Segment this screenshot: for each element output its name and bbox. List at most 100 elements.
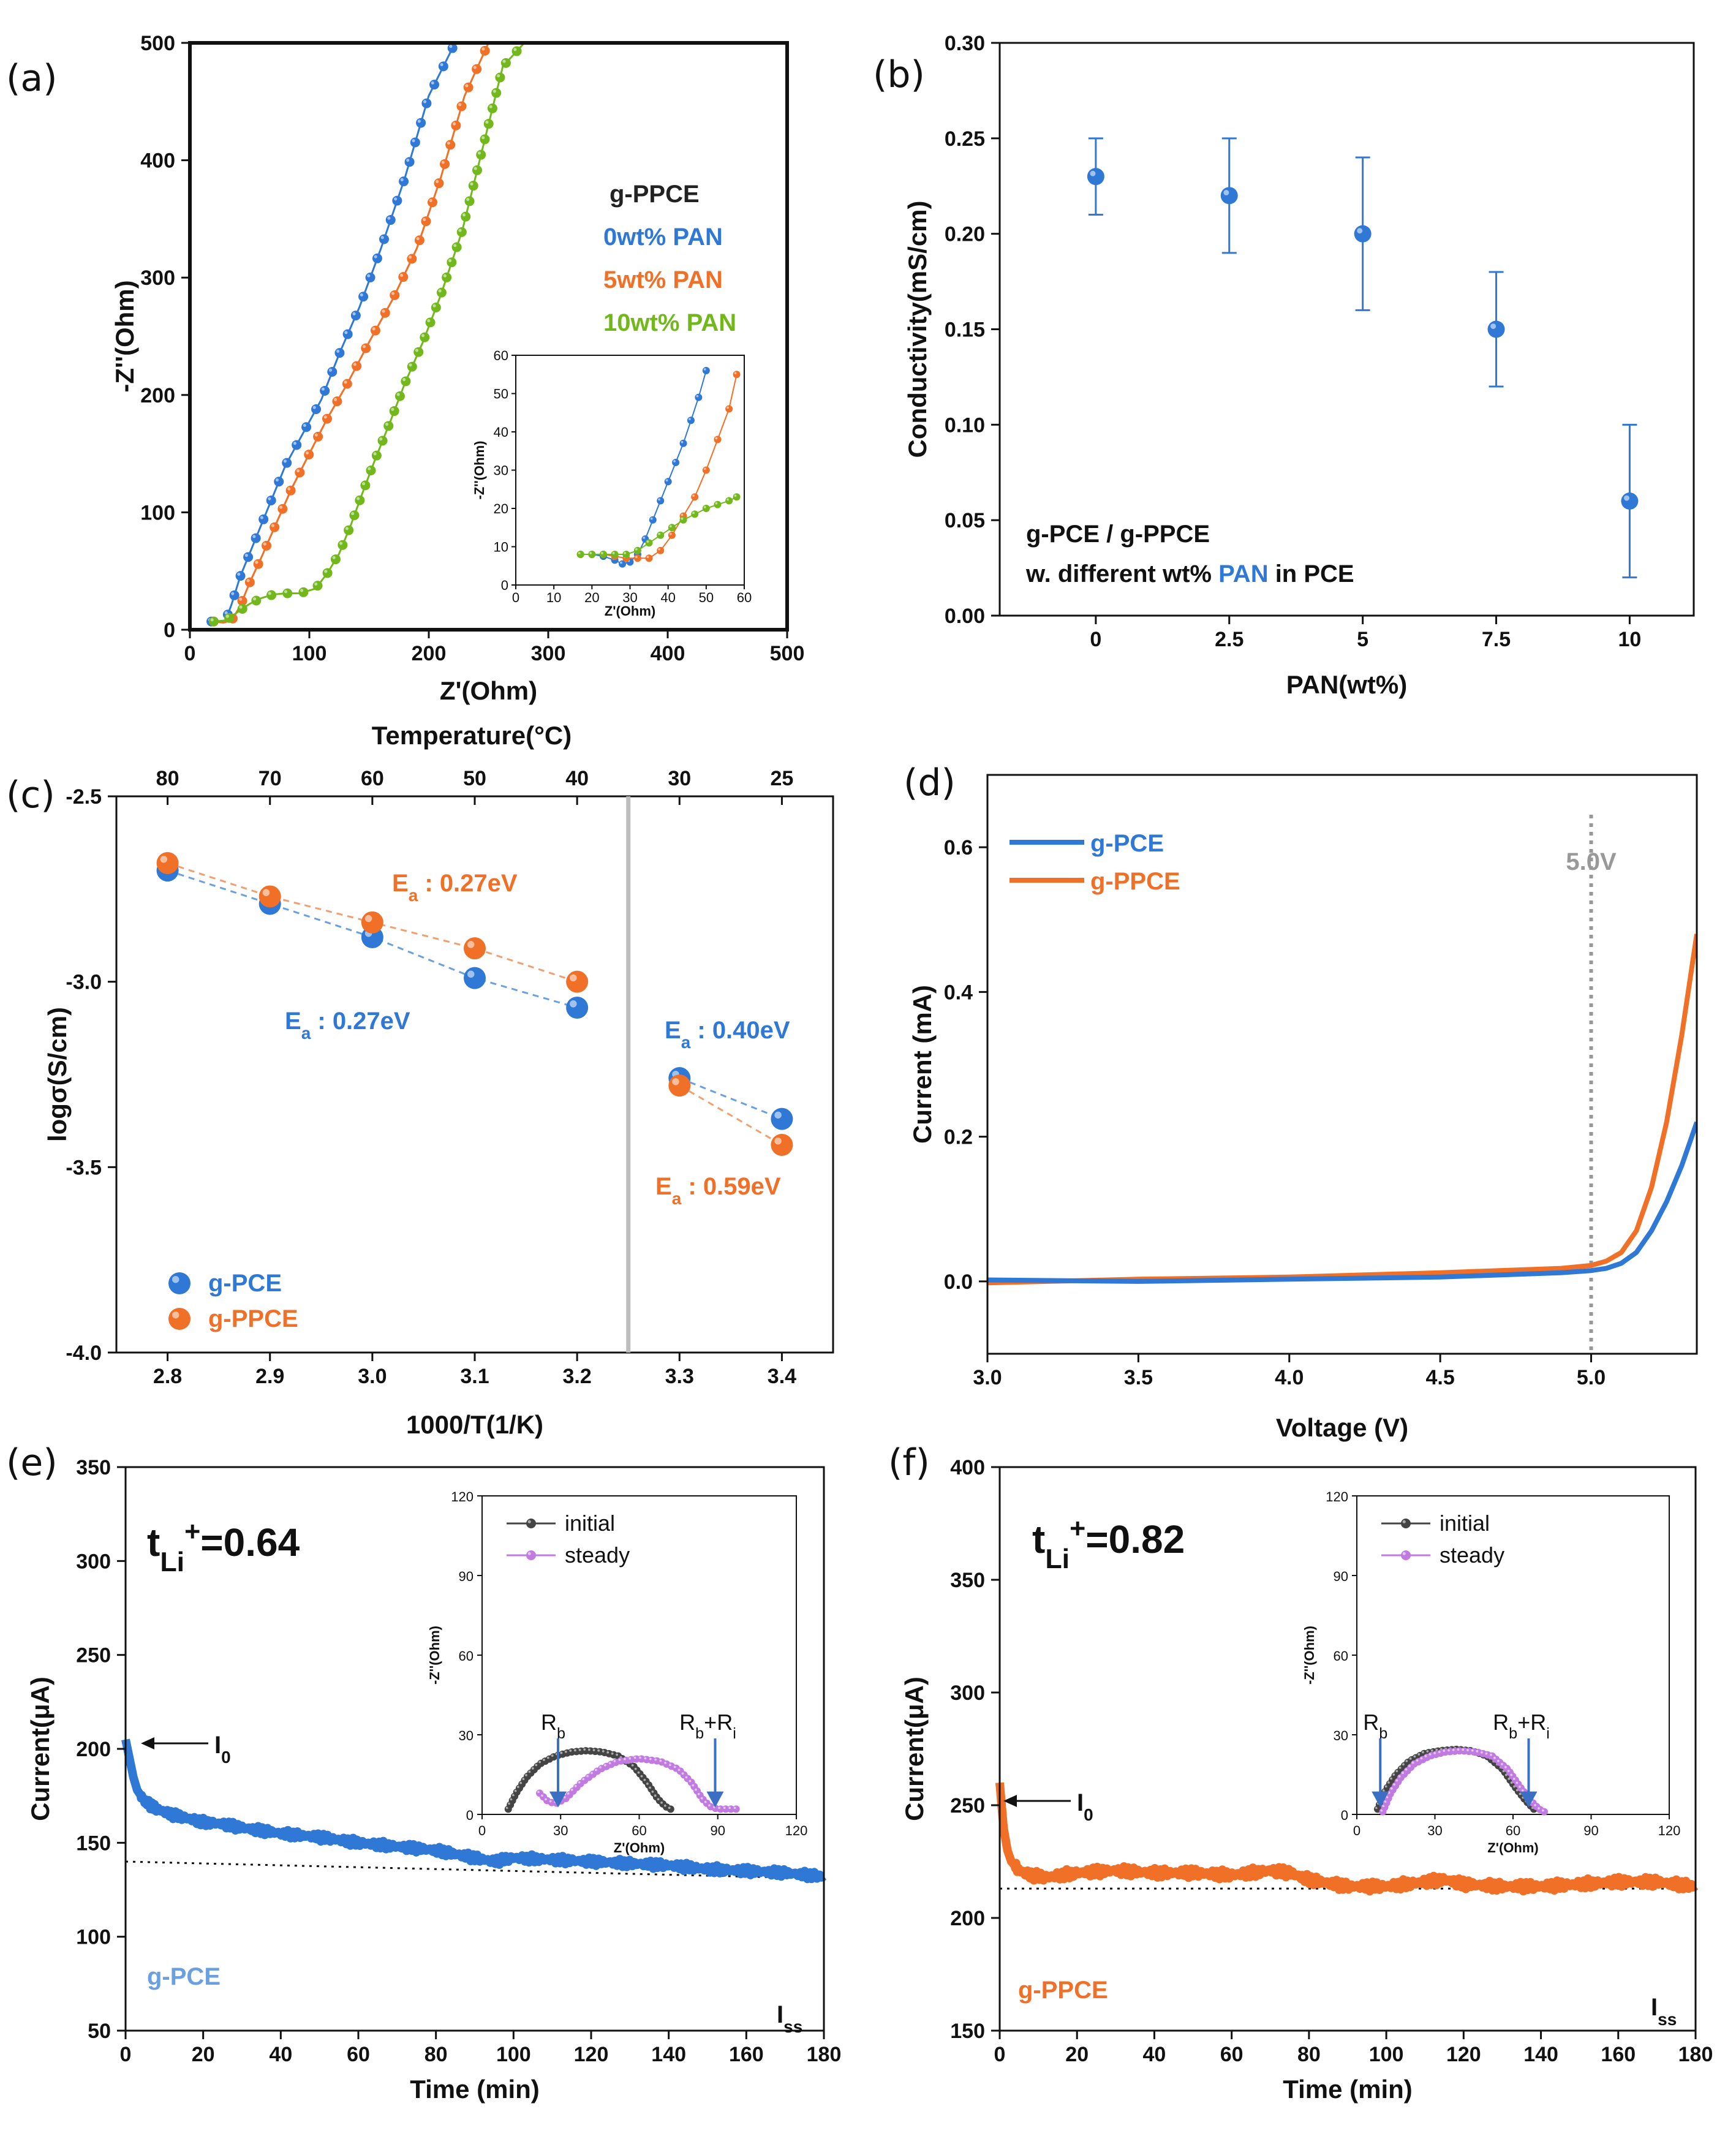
- top-axis-tick-label: 60: [361, 767, 384, 790]
- inset-point-steady-shine: [578, 1781, 581, 1784]
- x-axis-d-tick-label: 3.5: [1124, 1366, 1153, 1389]
- inset-point-5wt% PAN: [733, 371, 741, 379]
- data-point-10wt% PAN: [322, 568, 333, 578]
- data-point-5wt% PAN-shine: [499, 11, 502, 14]
- inset-point-10wt% PAN: [588, 551, 596, 558]
- data-point-5wt% PAN: [304, 450, 314, 460]
- inset-x-title: Z'(Ohm): [1487, 1840, 1538, 1855]
- x-axis-title-d: Voltage (V): [1276, 1413, 1408, 1442]
- Rb-label-part: R: [1363, 1710, 1379, 1735]
- legend-item-a: 5wt% PAN: [603, 266, 723, 293]
- data-point-5wt% PAN: [244, 577, 255, 587]
- data-point-10wt% PAN: [456, 227, 467, 237]
- data-point-10wt% PAN: [401, 376, 411, 387]
- activation-energy-label: Ea : 0.40eV: [665, 1017, 790, 1052]
- data-point-10wt% PAN: [394, 391, 405, 401]
- inset-point-steady-shine: [1438, 1751, 1441, 1753]
- data-point-10wt% PAN-shine: [345, 527, 349, 530]
- y-axis-a-tick-label: 500: [140, 32, 175, 55]
- data-point-5wt% PAN: [407, 254, 417, 264]
- inset-x-tick-label: 0: [478, 1823, 486, 1838]
- data-point-10wt% PAN: [442, 272, 452, 282]
- inset-y-tick-label: 30: [459, 1728, 474, 1743]
- inset-point-steady: [732, 1805, 740, 1813]
- inset-point-0wt% PAN-shine: [658, 498, 661, 501]
- y-axis-title-d: Current (mA): [908, 985, 937, 1144]
- x-axis-a-tick-label: 500: [770, 642, 805, 665]
- inset-x-tick-label: 60: [1506, 1823, 1520, 1838]
- Iss-label-part: I: [777, 2001, 783, 2028]
- data-point-5wt% PAN-shine: [465, 84, 469, 88]
- y-axis-d-tick-label: 0.6: [944, 836, 973, 859]
- data-point-10wt% PAN: [224, 613, 235, 623]
- x-axis-a-tick-label: 0: [184, 642, 196, 665]
- data-point-5wt% PAN-shine: [458, 103, 462, 107]
- data-point-b: [1220, 187, 1238, 205]
- inset-point-steady-shine: [599, 1766, 602, 1768]
- Iss-label-part: ss: [1658, 2010, 1677, 2029]
- x-axis-tick-label: 160: [729, 2043, 764, 2066]
- data-point-5wt% PAN: [456, 101, 467, 111]
- data-point-0wt% PAN: [350, 311, 361, 321]
- data-point-0wt% PAN: [379, 234, 390, 244]
- inset-point-initial-shine: [1513, 1785, 1515, 1788]
- data-point-g-PCE: [771, 1108, 793, 1130]
- transference-number-part: =0.82: [1085, 1517, 1185, 1561]
- inset-point-steady-shine: [541, 1794, 543, 1797]
- data-point-10wt% PAN: [360, 480, 371, 491]
- x-axis-tick-label: 180: [807, 2043, 842, 2066]
- x-axis-c-tick-label: 2.9: [255, 1365, 284, 1388]
- inset-point-0wt% PAN: [702, 367, 710, 374]
- x-axis-b-tick-label: 10: [1618, 628, 1642, 651]
- inset-point-initial-shine: [538, 1761, 542, 1764]
- data-point-10wt% PAN: [480, 134, 490, 145]
- x-axis-title: Time (min): [410, 2075, 540, 2104]
- inset-point-initial-shine: [634, 1767, 637, 1770]
- y-axis-d-tick-label: 0.2: [944, 1126, 973, 1149]
- y-axis-b-tick-label: 0.25: [945, 127, 985, 151]
- inset-point-steady-shine: [1411, 1761, 1414, 1764]
- data-point-0wt% PAN: [463, 6, 473, 15]
- inset-x-tick-label: 60: [632, 1823, 646, 1838]
- data-point-g-PPCE-shine: [467, 941, 475, 948]
- inset-point-initial-shine: [1387, 1781, 1390, 1784]
- inset-legend-marker-shine: [1402, 1552, 1406, 1555]
- data-point-10wt% PAN-shine: [497, 74, 500, 78]
- inset-point-initial-shine: [592, 1749, 595, 1751]
- data-point-0wt% PAN-shine: [303, 423, 306, 427]
- data-point-5wt% PAN-shine: [344, 380, 347, 384]
- data-point-0wt% PAN: [327, 367, 338, 377]
- data-point-g-PPCE-shine: [672, 1078, 679, 1085]
- data-point-5wt% PAN-shine: [255, 560, 259, 564]
- annotation-b-2-part: w. different wt%: [1025, 560, 1218, 587]
- transference-number-part: =0.64: [200, 1520, 300, 1564]
- data-point-5wt% PAN: [398, 272, 409, 282]
- y-axis-tick-label: 250: [76, 1644, 111, 1667]
- annotation-b-2-part: PAN: [1218, 560, 1268, 587]
- inset-point-steady-shine: [574, 1784, 577, 1787]
- y-axis-a-tick-label: 0: [164, 619, 175, 642]
- inset-point-initial-shine: [606, 1751, 609, 1754]
- panel-label-e: (e): [6, 1441, 58, 1484]
- x-axis-a-tick-label: 300: [531, 642, 566, 665]
- panel-label-a: (a): [6, 57, 58, 100]
- inset-x-tick-label: 120: [1658, 1823, 1681, 1838]
- data-point-g-PPCE: [566, 970, 589, 993]
- data-point-b-shine: [1624, 495, 1629, 501]
- inset-point-5wt% PAN-shine: [703, 467, 706, 470]
- inset-point-0wt% PAN-shine: [703, 368, 706, 371]
- inset-point-10wt% PAN: [633, 546, 641, 554]
- inset-point-10wt% PAN-shine: [681, 517, 684, 520]
- x-axis-d-tick-label: 4.0: [1275, 1366, 1304, 1389]
- legend-title-a: g-PPCE: [609, 181, 700, 208]
- inset-point-steady-shine: [654, 1758, 657, 1761]
- activation-energy-label-part: E: [392, 870, 409, 897]
- activation-energy-label-part: : 0.27eV: [311, 1008, 410, 1035]
- inset-point-0wt% PAN-shine: [681, 440, 684, 443]
- data-point-10wt% PAN: [383, 421, 394, 431]
- inset-point-steady-shine: [549, 1800, 552, 1803]
- inset-point-initial-shine: [574, 1749, 576, 1752]
- panel-f: 0 20 40 60 80 100 120 140 160 1801502002503003504…: [900, 1456, 1713, 2104]
- data-point-10wt% PAN-shine: [502, 59, 506, 63]
- inset-point-5wt% PAN-shine: [635, 556, 638, 559]
